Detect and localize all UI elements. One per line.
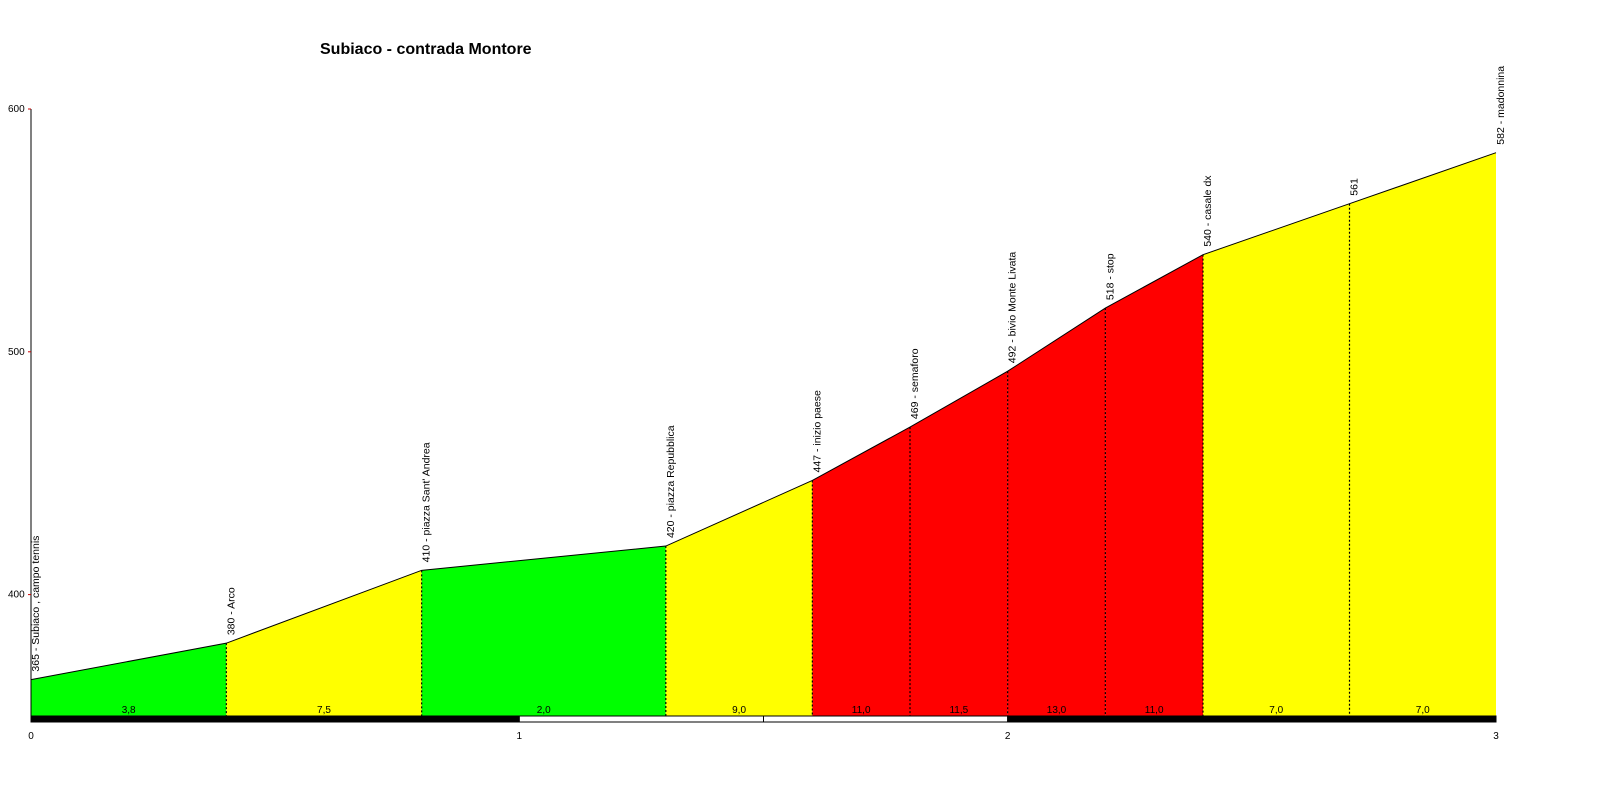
waypoint-label: 582 - madonnina <box>1495 66 1507 145</box>
segment-area <box>1105 254 1203 716</box>
segment-area <box>1349 152 1496 717</box>
grade-labels: 3,8 7,5 2,0 9,0 11,0 11,5 13,0 11,0 7,0 7,0 <box>122 705 1430 716</box>
profile-outline <box>30 152 1497 681</box>
segment-area <box>665 480 813 716</box>
grade-label: 11,5 <box>949 705 968 716</box>
waypoint-label: 410 - piazza Sant' Andrea <box>421 442 433 562</box>
segment-area <box>812 427 910 716</box>
chart-title: Subiaco - contrada Montore <box>320 41 532 58</box>
profile-areas <box>31 152 1496 717</box>
profile-line <box>30 152 1497 681</box>
x-axis: 0 1 2 3 <box>28 731 1499 742</box>
y-tick-label: 500 <box>8 347 25 358</box>
waypoint-label: 447 - inizio paese <box>811 390 823 472</box>
x-tick-label: 3 <box>1493 731 1499 742</box>
distance-band <box>30 715 276 723</box>
grade-label: 9,0 <box>732 705 746 716</box>
segment-area <box>421 546 666 716</box>
y-tick-label: 600 <box>8 104 25 115</box>
grade-label: 7,0 <box>1269 705 1283 716</box>
waypoint-label: 492 - bivio Monte Livata <box>1007 252 1019 364</box>
x-tick-label: 1 <box>517 731 523 742</box>
grade-label: 7,5 <box>317 705 331 716</box>
waypoint-label: 380 - Arco <box>225 587 237 635</box>
distance-band <box>518 715 764 723</box>
grade-label: 11,0 <box>1145 705 1164 716</box>
grade-label: 2,0 <box>537 705 551 716</box>
waypoint-label: 420 - piazza Repubblica <box>665 425 677 538</box>
grade-label: 3,8 <box>122 705 136 716</box>
waypoint-label: 561 <box>1349 178 1361 196</box>
x-tick-label: 2 <box>1005 731 1011 742</box>
y-axis: 400 500 600 <box>8 104 32 716</box>
waypoint-label: 469 - semaforo <box>909 348 921 419</box>
segment-area <box>910 371 1008 716</box>
distance-band <box>1007 715 1253 723</box>
segment-area <box>226 570 422 716</box>
distance-band <box>274 715 520 723</box>
waypoint-label: 365 - Subiaco , campo tennis <box>30 536 42 672</box>
distance-band <box>763 715 1009 723</box>
grade-label: 7,0 <box>1416 705 1430 716</box>
waypoint-label: 540 - casale dx <box>1202 175 1214 247</box>
segment-area <box>1203 203 1350 716</box>
waypoint-labels: 365 - Subiaco , campo tennis 380 - Arco 41… <box>30 66 1507 672</box>
distance-bar <box>30 715 1497 723</box>
y-tick-label: 400 <box>8 590 25 601</box>
waypoint-label: 518 - stop <box>1104 253 1116 300</box>
grade-label: 11,0 <box>852 705 871 716</box>
segment-dividers <box>225 203 1351 716</box>
grade-label: 13,0 <box>1047 705 1067 716</box>
segment-area <box>1007 308 1106 716</box>
distance-band <box>1251 715 1497 723</box>
x-tick-label: 0 <box>28 731 34 742</box>
segment-area <box>31 643 227 716</box>
